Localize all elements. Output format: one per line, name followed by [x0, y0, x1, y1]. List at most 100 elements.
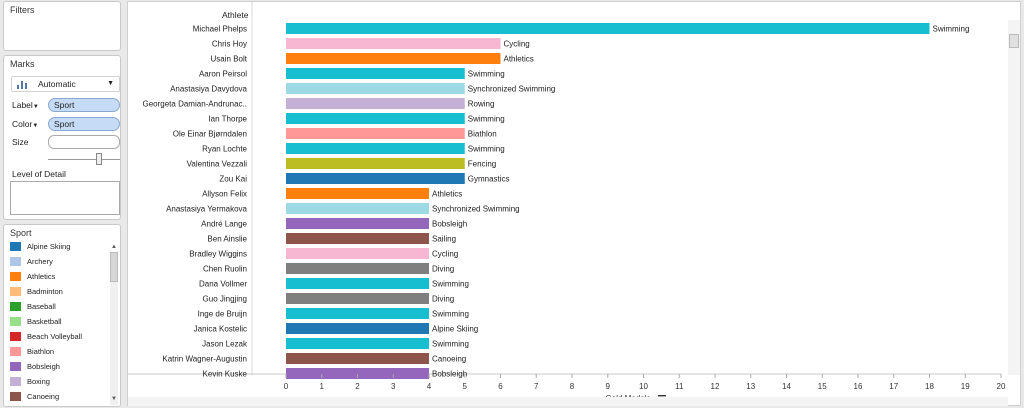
size-shelf-label: Size [12, 137, 29, 147]
mark-type-dropdown[interactable]: Automatic ▼ [11, 76, 120, 92]
bar[interactable] [286, 98, 465, 109]
legend-swatch [10, 287, 21, 296]
bar[interactable] [286, 128, 465, 139]
bar[interactable] [286, 83, 465, 94]
athlete-label[interactable]: Inge de Bruijn [198, 310, 247, 319]
bar[interactable] [286, 248, 429, 259]
athlete-label[interactable]: Ryan Lochte [202, 145, 247, 154]
athlete-label[interactable]: Janica Kostelic [194, 325, 247, 334]
athlete-label[interactable]: Zou Kai [219, 175, 247, 184]
bar-label: Biathlon [468, 130, 497, 139]
bar-label: Alpine Skiing [432, 325, 478, 334]
legend-label: Biathlon [27, 347, 55, 356]
x-tick-label: 0 [284, 382, 289, 391]
color-sport-pill[interactable]: Sport [48, 117, 120, 131]
legend-label: Beach Volleyball [27, 332, 83, 341]
legend-item[interactable]: Biathlon [10, 345, 114, 360]
bar[interactable] [286, 218, 429, 229]
athlete-label[interactable]: Jason Lezak [202, 340, 248, 349]
athlete-label[interactable]: Chris Hoy [212, 40, 247, 49]
legend-swatch [10, 392, 21, 401]
legend-label: Athletics [27, 272, 56, 281]
bar[interactable] [286, 233, 429, 244]
athlete-label[interactable]: Valentina Vezzali [187, 160, 248, 169]
athlete-label[interactable]: Allyson Felix [202, 190, 247, 199]
scroll-down-icon[interactable]: ▼ [111, 396, 117, 402]
athlete-label[interactable]: André Lange [201, 220, 247, 229]
x-tick-label: 6 [498, 382, 503, 391]
bar-label: Diving [432, 265, 454, 274]
bar[interactable] [286, 173, 465, 184]
athlete-label[interactable]: Guo Jingjing [203, 295, 247, 304]
bar[interactable] [286, 323, 429, 334]
athlete-label[interactable]: Bradley Wiggins [189, 250, 247, 259]
vertical-scroll-thumb[interactable] [1009, 34, 1019, 48]
athlete-label[interactable]: Ole Einar Bjørndalen [173, 130, 247, 139]
filters-shelf[interactable]: Filters [3, 1, 121, 51]
scroll-up-icon[interactable]: ▲ [111, 244, 117, 250]
athlete-label[interactable]: Ian Thorpe [208, 115, 247, 124]
legend-item[interactable]: Baseball [10, 300, 114, 315]
bar-label: Athletics [504, 55, 534, 64]
level-of-detail-drop[interactable] [10, 181, 120, 215]
bar[interactable] [286, 263, 429, 274]
bar[interactable] [286, 338, 429, 349]
bar[interactable] [286, 113, 465, 124]
athlete-label[interactable]: Aaron Peirsol [199, 70, 247, 79]
size-shelf-drop[interactable] [48, 135, 120, 149]
bar-label: Cycling [432, 250, 458, 259]
legend-item[interactable]: Athletics [10, 270, 114, 285]
label-sport-pill[interactable]: Sport [48, 98, 120, 112]
legend-item[interactable]: Basketball [10, 315, 114, 330]
bar[interactable] [286, 68, 465, 79]
bar[interactable] [286, 293, 429, 304]
legend-item[interactable]: Bobsleigh [10, 360, 114, 375]
x-tick-label: 5 [463, 382, 468, 391]
legend-item[interactable]: Badminton [10, 285, 114, 300]
athlete-label[interactable]: Katrin Wagner-Augustin [162, 355, 247, 364]
bar[interactable] [286, 23, 930, 34]
bar[interactable] [286, 158, 465, 169]
legend-title: Sport [10, 228, 32, 238]
legend-item[interactable]: Boxing [10, 375, 114, 390]
color-shelf-button[interactable]: Color▼ [12, 119, 38, 129]
athlete-label[interactable]: Ben Ainslie [207, 235, 247, 244]
caret-down-icon: ▼ [32, 104, 39, 110]
legend-item[interactable]: Beach Volleyball [10, 330, 114, 345]
legend-swatch [10, 257, 21, 266]
horizontal-scrollbar[interactable] [128, 397, 1008, 406]
athlete-label[interactable]: Anastasiya Yermakova [166, 205, 247, 214]
bar[interactable] [286, 278, 429, 289]
legend-item[interactable]: Canoeing [10, 390, 114, 405]
legend-scroll-thumb[interactable] [110, 252, 118, 282]
legend-swatch [10, 317, 21, 326]
legend-item[interactable]: Archery [10, 255, 114, 270]
athlete-label[interactable]: Chen Ruolin [203, 265, 247, 274]
legend-scrollbar[interactable] [110, 252, 118, 405]
bar-label: Sailing [432, 235, 456, 244]
bar[interactable] [286, 143, 465, 154]
bar[interactable] [286, 353, 429, 364]
athlete-label[interactable]: Georgeta Damian-Andrunac.. [143, 100, 248, 109]
bar[interactable] [286, 53, 501, 64]
label-shelf-button[interactable]: Label▼ [12, 100, 39, 110]
x-tick-label: 3 [391, 382, 396, 391]
athlete-label[interactable]: Anastasiya Davydova [170, 85, 247, 94]
athlete-label[interactable]: Michael Phelps [193, 25, 247, 34]
row-header-athlete[interactable]: Athlete [222, 10, 249, 20]
bar[interactable] [286, 188, 429, 199]
vertical-scrollbar[interactable] [1008, 20, 1020, 375]
bar[interactable] [286, 308, 429, 319]
legend-label: Badminton [27, 287, 63, 296]
marks-card: Marks Automatic ▼ Label▼ Sport Color▼ Sp… [3, 55, 121, 220]
size-slider-handle[interactable] [96, 153, 102, 165]
bar[interactable] [286, 203, 429, 214]
bar[interactable] [286, 38, 501, 49]
athlete-label[interactable]: Dana Vollmer [199, 280, 247, 289]
legend-item[interactable]: Alpine Skiing [10, 240, 114, 255]
legend-label: Baseball [27, 302, 56, 311]
athlete-label[interactable]: Usain Bolt [211, 55, 248, 64]
bar[interactable] [286, 368, 429, 379]
athlete-label[interactable]: Kevin Kuske [203, 370, 248, 379]
